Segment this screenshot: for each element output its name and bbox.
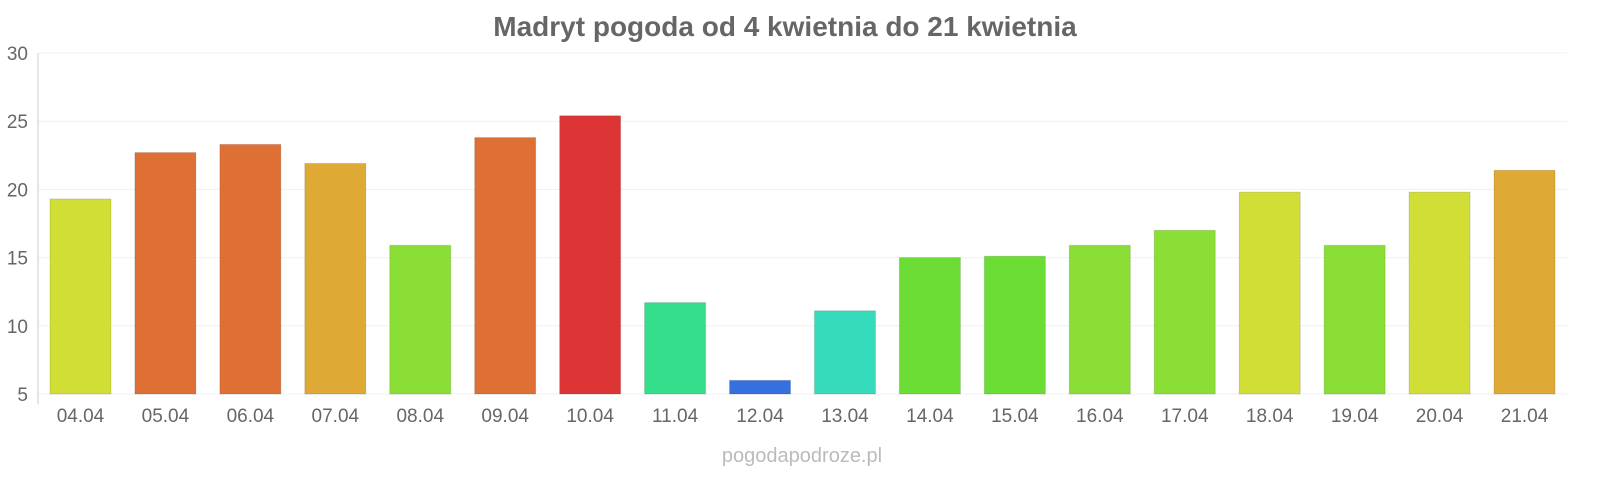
x-tick-label: 17.04 [1161, 406, 1209, 427]
bar-09.04 [474, 137, 537, 395]
x-tick-label: 10.04 [566, 406, 614, 427]
x-tick-label: 13.04 [821, 406, 869, 427]
bar-20.04 [1408, 191, 1471, 395]
x-tick-label: 18.04 [1246, 406, 1294, 427]
bar-17.04 [1153, 229, 1216, 395]
bar-16.04 [1068, 244, 1131, 395]
bar-21.04 [1493, 169, 1556, 395]
x-tick-label: 11.04 [652, 406, 699, 427]
bar-12.04 [729, 379, 792, 395]
x-tick-label: 09.04 [481, 406, 529, 427]
x-tick-label: 16.04 [1076, 406, 1124, 427]
bar-05.04 [134, 152, 197, 395]
x-tick-label: 12.04 [736, 406, 784, 427]
x-tick-label: 19.04 [1331, 406, 1379, 427]
y-tick-label: 20 [7, 180, 28, 201]
x-tick-label: 05.04 [142, 406, 190, 427]
x-tick-label: 21.04 [1501, 406, 1549, 427]
y-tick-label: 30 [7, 44, 28, 65]
chart-title: Madryt pogoda od 4 kwietnia do 21 kwietn… [493, 11, 1077, 42]
bar-19.04 [1323, 244, 1386, 395]
bar-13.04 [813, 310, 876, 395]
y-tick-label: 15 [7, 249, 28, 270]
bar-04.04 [49, 198, 112, 395]
bar-07.04 [304, 162, 367, 395]
bar-14.04 [898, 257, 961, 395]
y-tick-label: 10 [7, 317, 28, 338]
x-tick-label: 08.04 [396, 406, 444, 427]
bar-08.04 [389, 244, 452, 395]
bar-10.04 [559, 115, 622, 395]
x-tick-label: 07.04 [312, 406, 360, 427]
bar-15.04 [983, 255, 1046, 395]
y-tick-label: 5 [17, 385, 28, 406]
x-tick-label: 20.04 [1416, 406, 1464, 427]
bar-11.04 [644, 302, 707, 395]
x-tick-label: 15.04 [991, 406, 1039, 427]
y-tick-label: 25 [7, 112, 28, 133]
x-tick-label: 04.04 [57, 406, 105, 427]
watermark: pogodapodroze.pl [722, 445, 882, 467]
bar-18.04 [1238, 191, 1301, 395]
x-tick-label: 06.04 [227, 406, 275, 427]
bar-06.04 [219, 143, 282, 395]
x-tick-label: 14.04 [906, 406, 954, 427]
